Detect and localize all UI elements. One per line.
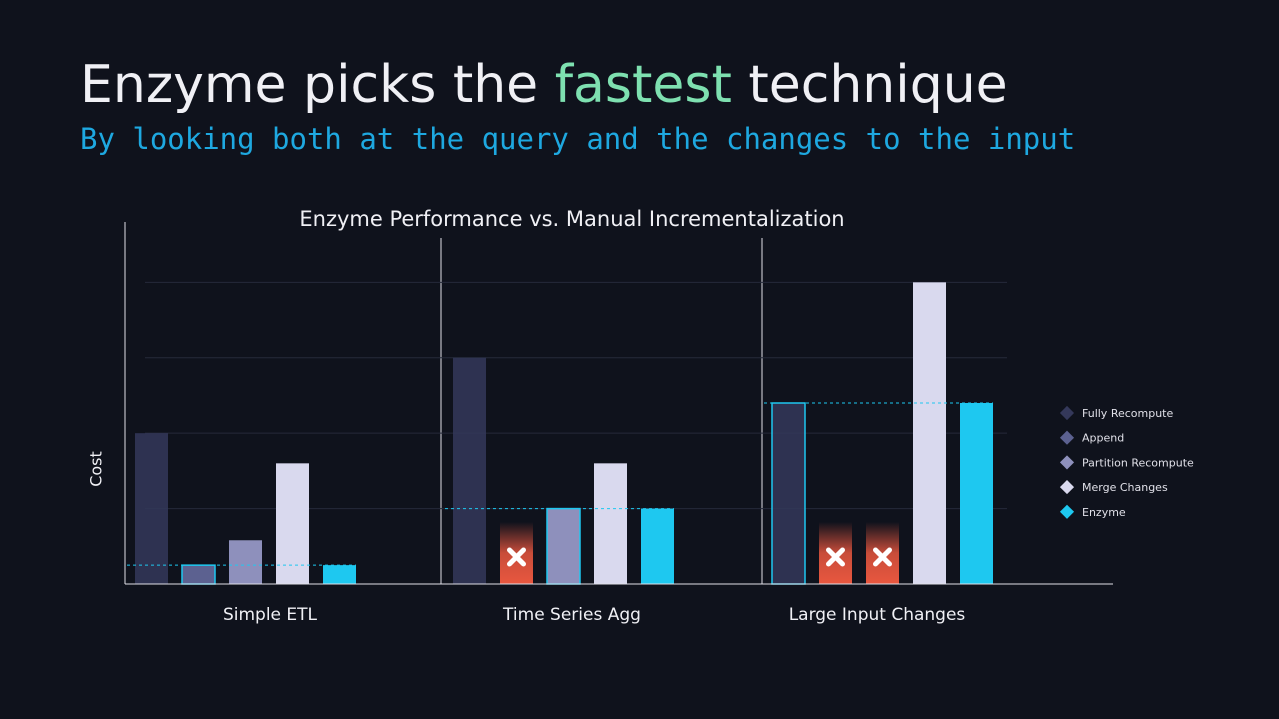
not-applicable-icon xyxy=(826,547,845,567)
not-applicable-icon xyxy=(873,547,892,567)
bar xyxy=(546,507,581,585)
bar xyxy=(323,565,356,584)
bar xyxy=(913,282,946,584)
legend-marker xyxy=(1059,430,1075,445)
bar xyxy=(641,508,674,584)
bar xyxy=(771,402,806,585)
not-applicable-icon xyxy=(507,547,526,567)
legend-label: Partition Recompute xyxy=(1082,456,1194,469)
bar xyxy=(960,403,993,584)
x-tick-label: Simple ETL xyxy=(223,605,318,625)
legend-label: Merge Changes xyxy=(1082,481,1168,494)
bar xyxy=(135,433,168,584)
y-axis-label: Cost xyxy=(87,451,106,487)
slide-title: Enzyme picks the fastest technique xyxy=(80,55,1008,115)
title-part: Enzyme picks the xyxy=(80,55,555,115)
legend-marker xyxy=(1059,504,1075,519)
x-tick-label: Time Series Agg xyxy=(502,605,641,625)
slide-subtitle: By looking both at the query and the cha… xyxy=(80,122,1075,156)
legend-marker xyxy=(1059,480,1075,495)
title-part: technique xyxy=(732,55,1008,115)
bar xyxy=(276,463,309,584)
legend-marker xyxy=(1059,405,1075,421)
not-applicable-bar xyxy=(819,522,852,584)
x-tick-label: Large Input Changes xyxy=(789,605,966,625)
bar xyxy=(181,564,216,585)
bar xyxy=(594,463,627,584)
legend-label: Append xyxy=(1082,432,1124,445)
not-applicable-bar xyxy=(500,522,533,584)
legend-label: Enzyme xyxy=(1082,506,1126,519)
chart-title: Enzyme Performance vs. Manual Incrementa… xyxy=(299,207,844,231)
title-highlight: fastest xyxy=(555,55,732,115)
bar xyxy=(229,540,262,584)
legend-label: Fully Recompute xyxy=(1082,407,1173,420)
legend-marker xyxy=(1059,455,1075,470)
bar xyxy=(453,357,486,584)
plot: Simple ETL Time Series Agg Large Input Cha… xyxy=(127,281,1194,625)
not-applicable-bar xyxy=(866,522,899,584)
